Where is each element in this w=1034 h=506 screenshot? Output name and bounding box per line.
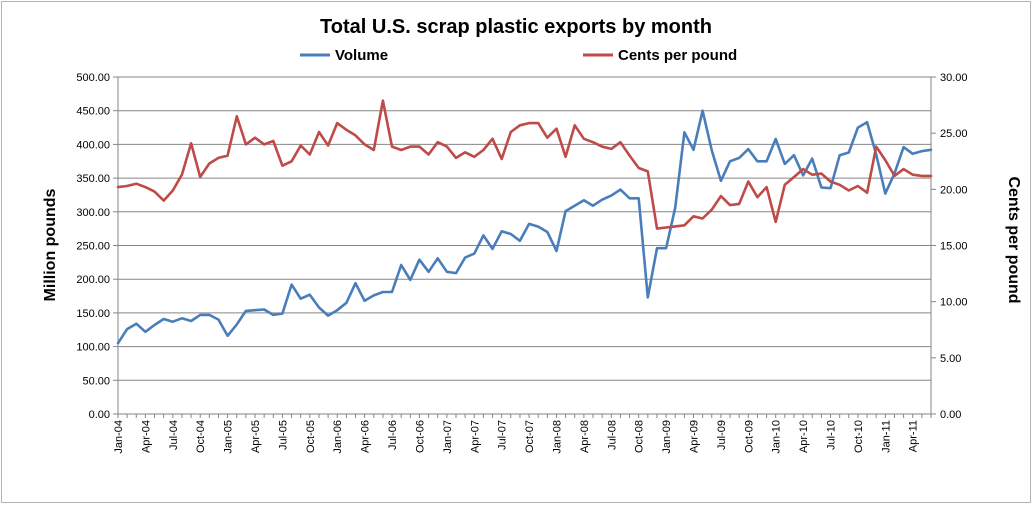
right-tick-label: 10.00 [940,297,968,309]
series-line-cents-per-pound [116,99,933,230]
right-tick-label: 25.00 [940,128,968,140]
x-tick-label: Jul-04 [168,420,180,450]
right-axis-ticks: 0.00 5.00 10.00 15.00 20.00 25.00 30.00 [931,72,968,421]
x-tick-label: Apr-08 [579,420,591,453]
left-tick-label: 200.00 [76,274,110,286]
x-tick-label: Oct-08 [634,420,646,453]
x-tick-label: Jul-05 [277,420,289,450]
left-tick-label: 50.00 [82,375,110,387]
x-tick-label: Jan-09 [661,420,673,454]
x-tick-label: Oct-04 [195,420,207,453]
y-axis-title-right: Cents per pound [1005,176,1022,303]
x-tick-label: Jan-07 [442,420,454,454]
x-tick-label: Apr-11 [908,420,920,452]
x-tick-label: Oct-05 [305,420,317,453]
x-tick-label: Jan-05 [223,420,235,454]
x-tick-label: Jul-10 [826,420,838,450]
x-tick-label: Jul-08 [606,420,618,450]
x-tick-label: Apr-07 [469,420,481,453]
right-tick-label: 30.00 [940,72,968,84]
left-tick-label: 0.00 [89,409,110,421]
left-tick-label: 400.00 [76,139,110,151]
x-tick-label: Jan-04 [113,420,125,454]
y-axis-title-left: Million pounds [42,188,59,301]
left-tick-label: 300.00 [76,207,110,219]
right-tick-label: 0.00 [940,409,961,421]
legend-label-cents: Cents per pound [618,47,737,64]
x-tick-label: Oct-09 [743,420,755,453]
x-tick-label: Apr-10 [798,420,810,453]
x-tick-label: Jan-06 [332,420,344,454]
series-line-volume [116,109,933,345]
x-tick-label: Jul-06 [387,420,399,450]
x-axis-ticks: Jan-04 Apr-04 Jul-04 Oct-04 Jan-05 Apr-05 Jul-… [113,414,932,454]
left-axis-ticks: 0.00 50.00 100.00 150.00 200.00 250.00 300.00 3… [76,72,118,421]
left-tick-label: 350.00 [76,173,110,185]
x-tick-label: Jan-11 [880,420,892,453]
x-tick-label: Jul-07 [497,420,509,450]
left-tick-label: 250.00 [76,241,110,253]
x-tick-label: Jan-08 [551,420,563,454]
right-tick-label: 15.00 [940,241,968,253]
x-tick-label: Apr-04 [140,420,152,453]
right-tick-label: 20.00 [940,184,968,196]
chart-title: Total U.S. scrap plastic exports by mont… [320,16,712,38]
left-tick-label: 100.00 [76,342,110,354]
x-tick-label: Oct-06 [414,420,426,453]
x-tick-label: Oct-07 [524,420,536,453]
series-layer [116,99,933,345]
x-tick-label: Apr-09 [688,420,700,453]
x-tick-label: Jul-09 [716,420,728,450]
left-tick-label: 450.00 [76,106,110,118]
left-tick-label: 500.00 [76,72,110,84]
legend-label-volume: Volume [335,47,388,64]
x-tick-label: Apr-06 [360,420,372,453]
right-tick-label: 5.00 [940,353,961,365]
left-tick-label: 150.00 [76,308,110,320]
x-tick-label: Jan-10 [771,420,783,454]
x-tick-label: Oct-10 [853,420,865,453]
legend: Volume Cents per pound [300,47,737,64]
x-tick-label: Apr-05 [250,420,262,453]
